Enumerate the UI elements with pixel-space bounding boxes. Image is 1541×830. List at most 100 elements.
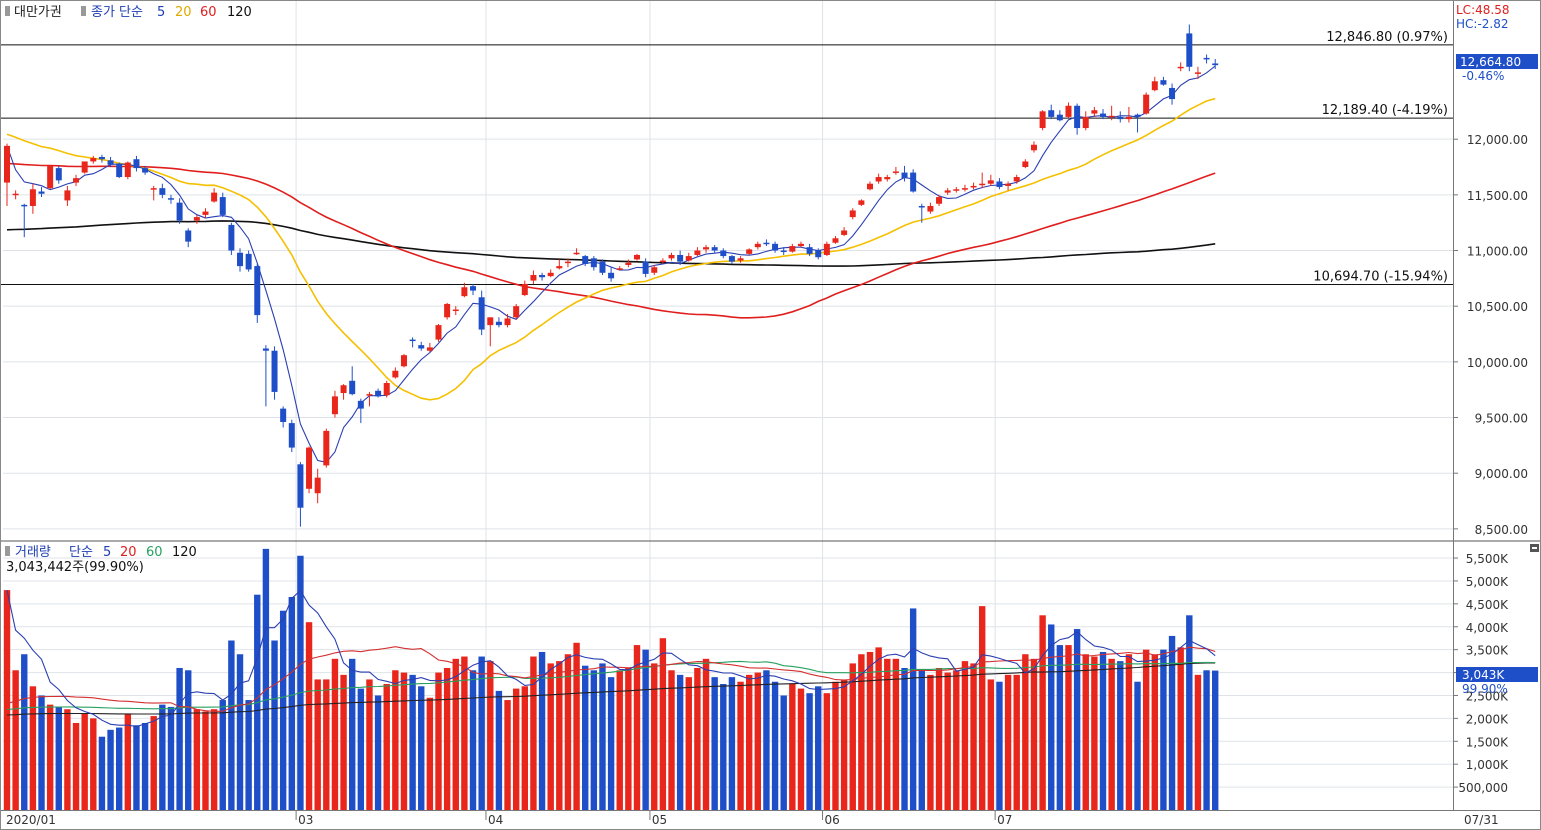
candle[interactable] (271, 346, 278, 400)
candle[interactable] (452, 306, 459, 316)
candle[interactable] (73, 174, 80, 186)
candle[interactable] (461, 282, 468, 298)
volume-bar[interactable] (1065, 645, 1072, 810)
candle[interactable] (237, 248, 244, 272)
candle[interactable] (254, 263, 261, 323)
volume-bar[interactable] (633, 645, 641, 810)
candle[interactable] (340, 384, 347, 400)
candle[interactable] (858, 199, 865, 206)
candle[interactable] (884, 174, 891, 182)
candle[interactable] (228, 222, 235, 255)
candle[interactable] (55, 165, 62, 184)
candle[interactable] (357, 398, 364, 424)
candle[interactable] (349, 366, 356, 396)
candle[interactable] (1117, 111, 1124, 123)
volume-bar[interactable] (970, 663, 977, 810)
candle[interactable] (470, 283, 477, 296)
candle[interactable] (47, 165, 54, 190)
volume-bar[interactable] (115, 727, 123, 810)
volume-bar[interactable] (1142, 649, 1150, 810)
candle[interactable] (38, 187, 45, 198)
candle[interactable] (202, 208, 209, 219)
candle[interactable] (737, 256, 744, 263)
volume-bar[interactable] (452, 658, 459, 810)
candle[interactable] (1194, 66, 1201, 80)
candle[interactable] (1005, 181, 1012, 191)
candle[interactable] (625, 259, 632, 268)
candle[interactable] (280, 406, 287, 428)
volume-bar[interactable] (487, 661, 494, 810)
volume-bar[interactable] (1212, 670, 1219, 810)
candle[interactable] (159, 183, 166, 199)
candle[interactable] (780, 247, 787, 255)
volume-bar[interactable] (685, 677, 692, 810)
volume-bar[interactable] (469, 670, 477, 810)
volume-bar[interactable] (538, 651, 546, 810)
volume-bar[interactable] (426, 697, 434, 810)
candle[interactable] (487, 317, 494, 347)
volume-bar[interactable] (1030, 658, 1038, 810)
volume-bar[interactable] (668, 670, 675, 810)
volume-bar[interactable] (1151, 654, 1158, 810)
candle[interactable] (1151, 76, 1158, 92)
volume-bar[interactable] (21, 654, 28, 810)
volume-bar[interactable] (418, 686, 425, 810)
candle[interactable] (306, 446, 313, 494)
volume-bar[interactable] (3, 590, 11, 810)
volume-bar[interactable] (443, 667, 451, 810)
volume-bar[interactable] (616, 670, 623, 810)
volume-bar[interactable] (858, 654, 865, 810)
candle[interactable] (1030, 141, 1037, 153)
candle[interactable] (219, 192, 226, 218)
volume-bar[interactable] (98, 736, 106, 810)
candle[interactable] (1065, 102, 1072, 119)
candle[interactable] (1134, 113, 1141, 133)
volume-bar[interactable] (754, 672, 762, 810)
volume-bar[interactable] (737, 681, 744, 810)
volume-bar[interactable] (210, 709, 218, 810)
volume-bar[interactable] (780, 695, 787, 810)
candle[interactable] (1143, 92, 1150, 115)
volume-bar[interactable] (305, 622, 313, 810)
candle[interactable] (867, 181, 873, 191)
volume-bar[interactable] (720, 684, 727, 810)
candle[interactable] (685, 252, 692, 262)
candle[interactable] (478, 290, 485, 336)
candle[interactable] (849, 208, 856, 220)
candle[interactable] (590, 256, 597, 271)
volume-bar[interactable] (745, 674, 753, 810)
candle[interactable] (1177, 62, 1184, 72)
volume-bar[interactable] (1177, 647, 1184, 810)
candle[interactable] (383, 380, 390, 398)
volume-bar[interactable] (271, 640, 278, 810)
volume-bar[interactable] (340, 674, 347, 810)
candle[interactable] (910, 169, 917, 193)
candle[interactable] (392, 367, 399, 379)
volume-bar[interactable] (590, 670, 598, 810)
volume-bar[interactable] (193, 709, 201, 810)
candle[interactable] (987, 174, 994, 186)
volume-bar[interactable] (909, 608, 917, 810)
candle[interactable] (29, 183, 36, 214)
volume-bar[interactable] (141, 722, 149, 810)
volume-bar[interactable] (374, 695, 382, 810)
candle[interactable] (1056, 110, 1063, 122)
volume-bar[interactable] (944, 672, 951, 810)
candle[interactable] (832, 236, 839, 244)
candle[interactable] (21, 203, 28, 238)
candle[interactable] (1186, 24, 1193, 72)
candle[interactable] (659, 258, 666, 264)
candle[interactable] (772, 241, 779, 253)
candle[interactable] (953, 187, 960, 193)
volume-bar[interactable] (279, 610, 287, 810)
volume-bar[interactable] (400, 672, 408, 810)
candle[interactable] (901, 165, 908, 182)
candle[interactable] (1091, 106, 1098, 117)
volume-bar[interactable] (573, 642, 580, 810)
volume-bar[interactable] (953, 670, 960, 810)
volume-bar[interactable] (1117, 661, 1124, 810)
candle[interactable] (133, 155, 140, 172)
candle[interactable] (435, 324, 442, 342)
candle[interactable] (944, 188, 951, 195)
volume-bar[interactable] (866, 651, 874, 810)
